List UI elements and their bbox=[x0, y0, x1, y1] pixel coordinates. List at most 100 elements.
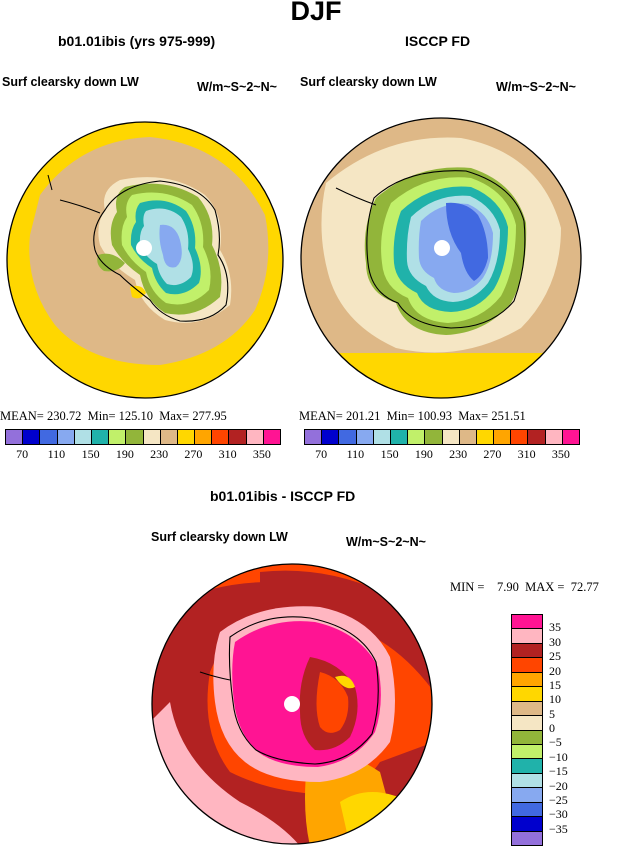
colorbar-swatch bbox=[126, 430, 144, 444]
colorbar-swatch bbox=[512, 672, 542, 688]
colorbar-swatch bbox=[511, 430, 529, 444]
left-min-label: Min= bbox=[87, 409, 116, 423]
map-border bbox=[151, 563, 433, 845]
left-panel-title: b01.01ibis (yrs 975-999) bbox=[58, 33, 216, 49]
colorbar-swatch bbox=[373, 430, 391, 444]
south-pole-marker bbox=[136, 240, 152, 256]
colorbar-tick-label: −25 bbox=[549, 792, 568, 807]
right-panel-title: ISCCP FD bbox=[405, 33, 471, 49]
colorbar-swatch bbox=[512, 701, 542, 717]
left-mean-label: MEAN= bbox=[0, 409, 44, 423]
left-polar-map bbox=[6, 121, 284, 399]
south-pole-marker bbox=[434, 240, 450, 256]
right-min-value: 100.93 bbox=[417, 409, 452, 423]
colorbar-swatch bbox=[512, 831, 542, 845]
colorbar-tick-label: 35 bbox=[549, 620, 561, 635]
right-max-label: Max= bbox=[458, 409, 489, 423]
diff-polar-map bbox=[151, 563, 433, 845]
colorbar-swatch bbox=[512, 615, 542, 630]
colorbar-swatch bbox=[512, 759, 542, 774]
colorbar-tick-label: 30 bbox=[549, 634, 561, 649]
colorbar-swatch bbox=[339, 430, 357, 444]
colorbar-swatch bbox=[512, 658, 542, 673]
diff-panel-subtitle: Surf clearsky down LW bbox=[151, 530, 288, 544]
colorbar-swatch bbox=[109, 430, 127, 444]
colorbar-swatch bbox=[195, 430, 213, 444]
colorbar-tick-label: 110 bbox=[346, 447, 365, 461]
colorbar-swatch bbox=[512, 629, 542, 644]
colorbar-swatch bbox=[545, 430, 563, 444]
diff-minmax: MIN = 7.90 MAX = 72.77 bbox=[450, 580, 599, 595]
colorbar-tick-label: 15 bbox=[549, 677, 561, 692]
colorbar-tick-label: 70 bbox=[16, 447, 29, 461]
colorbar-tick-label: 310 bbox=[218, 447, 237, 461]
colorbar-swatch bbox=[512, 802, 542, 818]
colorbar-swatch bbox=[425, 430, 443, 444]
page-title: DJF bbox=[290, 0, 342, 26]
right-polar-map bbox=[300, 117, 582, 399]
colorbar-swatch bbox=[512, 788, 542, 803]
colorbar-swatch bbox=[263, 430, 280, 444]
colorbar-swatch bbox=[494, 430, 512, 444]
colorbar-tick-label: 350 bbox=[551, 447, 570, 461]
colorbar-swatch bbox=[512, 744, 542, 760]
left-panel-units: W/m~S~2~N~ bbox=[197, 80, 277, 94]
right-colorbar bbox=[304, 429, 580, 445]
colorbar-tick-label: 310 bbox=[517, 447, 536, 461]
right-mean-value: 201.21 bbox=[345, 409, 381, 423]
colorbar-swatch bbox=[40, 430, 58, 444]
colorbar-swatch bbox=[23, 430, 41, 444]
colorbar-tick-label: −10 bbox=[549, 749, 568, 764]
colorbar-tick-label: 5 bbox=[549, 706, 555, 721]
colorbar-swatch bbox=[143, 430, 161, 444]
colorbar-tick-label: 230 bbox=[449, 447, 468, 461]
colorbar-swatch bbox=[246, 430, 264, 444]
left-max-value: 277.95 bbox=[192, 409, 227, 423]
colorbar-swatch bbox=[229, 430, 247, 444]
colorbar-swatch bbox=[57, 430, 75, 444]
colorbar-tick-label: 190 bbox=[414, 447, 433, 461]
colorbar-tick-label: 270 bbox=[483, 447, 502, 461]
colorbar-tick-label: −20 bbox=[549, 778, 568, 793]
colorbar-swatch bbox=[528, 430, 546, 444]
colorbar-swatch bbox=[212, 430, 230, 444]
colorbar-swatch bbox=[322, 430, 340, 444]
colorbar-tick-label: 0 bbox=[549, 721, 555, 735]
right-min-label: Min= bbox=[386, 409, 415, 423]
colorbar-swatch bbox=[356, 430, 374, 444]
colorbar-swatch bbox=[160, 430, 178, 444]
diff-min-label: MIN = bbox=[450, 580, 485, 594]
colorbar-tick-label: −35 bbox=[549, 821, 568, 836]
diff-panel-title: b01.01ibis - ISCCP FD bbox=[210, 488, 356, 504]
colorbar-tick-label: −30 bbox=[549, 807, 568, 822]
right-mean-label: MEAN= bbox=[299, 409, 343, 423]
diff-colorbar bbox=[511, 614, 543, 846]
right-panel-subtitle: Surf clearsky down LW bbox=[300, 75, 437, 89]
left-max-label: Max= bbox=[159, 409, 190, 423]
left-min-value: 125.10 bbox=[118, 409, 153, 423]
colorbar-tick-label: 190 bbox=[115, 447, 134, 461]
colorbar-swatch bbox=[512, 817, 542, 832]
colorbar-tick-label: 230 bbox=[150, 447, 169, 461]
right-max-value: 251.51 bbox=[491, 409, 526, 423]
colorbar-swatch bbox=[562, 430, 579, 444]
left-stats: MEAN= 230.72 Min= 125.10 Max= 277.95 bbox=[0, 409, 227, 424]
map-border bbox=[6, 121, 284, 399]
colorbar-swatch bbox=[390, 430, 409, 444]
colorbar-tick-label: 270 bbox=[184, 447, 203, 461]
colorbar-swatch bbox=[305, 430, 323, 444]
colorbar-tick-label: 25 bbox=[549, 649, 561, 664]
colorbar-swatch bbox=[512, 687, 542, 702]
diff-panel-units: W/m~S~2~N~ bbox=[346, 535, 426, 549]
colorbar-tick-label: 20 bbox=[549, 663, 561, 678]
left-colorbar bbox=[5, 429, 281, 445]
colorbar-tick-label: 70 bbox=[315, 447, 328, 461]
colorbar-swatch bbox=[512, 643, 542, 659]
colorbar-swatch bbox=[6, 430, 24, 444]
colorbar-swatch bbox=[476, 430, 495, 444]
colorbar-swatch bbox=[512, 773, 542, 789]
colorbar-swatch bbox=[177, 430, 196, 444]
colorbar-tick-label: 350 bbox=[252, 447, 271, 461]
left-panel-subtitle: Surf clearsky down LW bbox=[2, 75, 139, 89]
colorbar-swatch bbox=[512, 716, 542, 731]
